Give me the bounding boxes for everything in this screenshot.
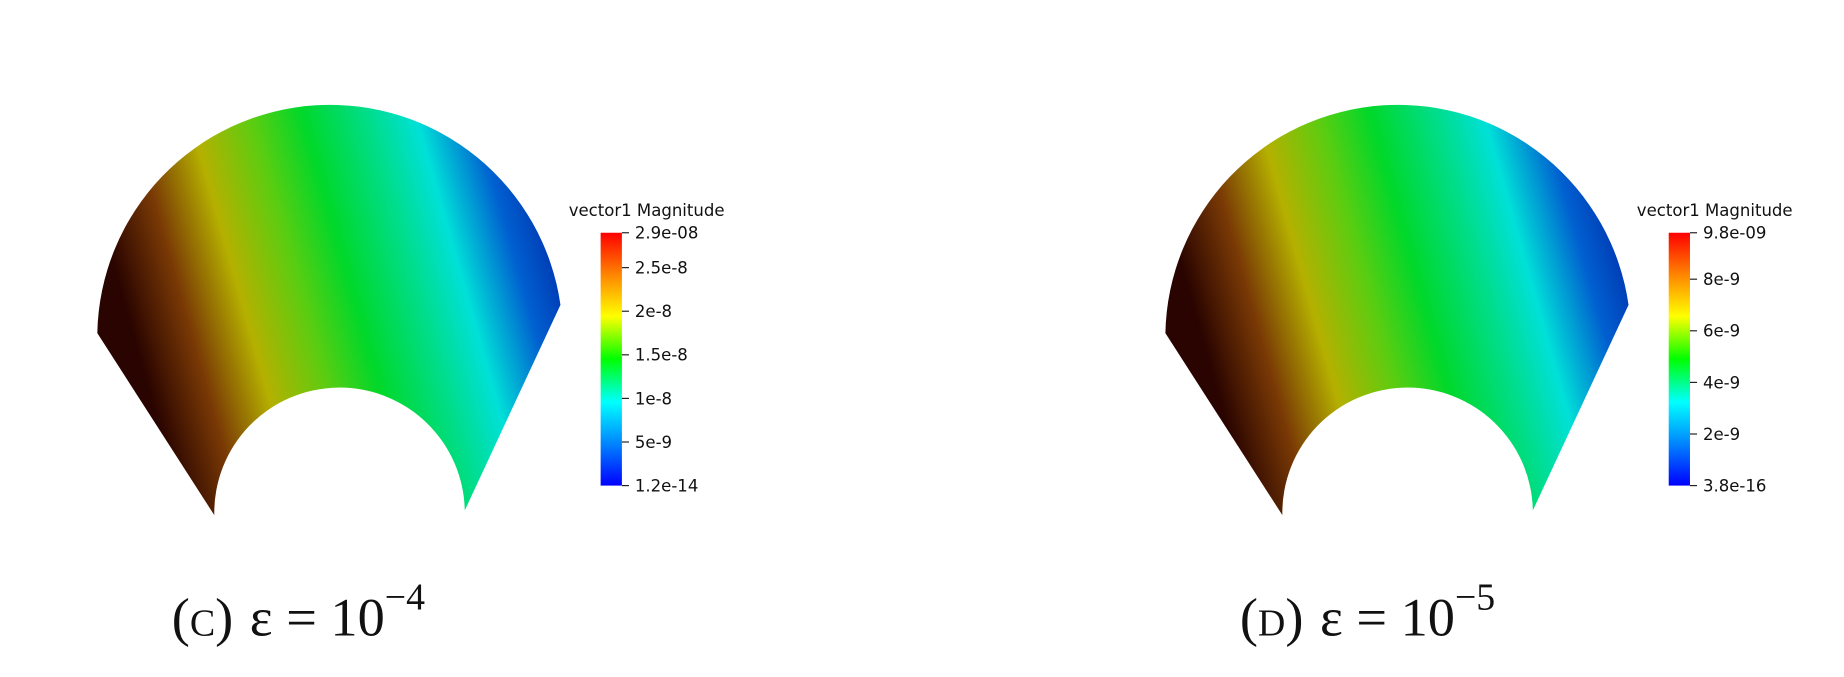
caption-exponent: −4 — [385, 577, 425, 619]
colorbar-title: vector1 Magnitude — [1637, 201, 1793, 220]
colorbar-title: vector1 Magnitude — [569, 201, 725, 220]
colorbar-tick-label: 6e-9 — [1703, 322, 1740, 341]
colorbar — [1668, 232, 1690, 486]
colorbar-tick-label: 1.2e-14 — [635, 477, 698, 496]
colorbar-tick-label: 5e-9 — [635, 433, 672, 452]
colorbar-tick-label: 2.9e-08 — [635, 224, 698, 243]
colorbar-tick-label: 1e-8 — [635, 389, 672, 408]
field-plot — [1165, 104, 1629, 516]
field-plot — [97, 104, 561, 516]
caption-exponent: −5 — [1455, 577, 1495, 619]
colorbar-tick-label: 8e-9 — [1703, 270, 1740, 289]
caption: (d) ε = 10−5 — [1240, 577, 1495, 648]
caption-math: ε = 10 — [1320, 588, 1455, 648]
colorbar-tick-label: 2e-8 — [635, 302, 672, 321]
caption: (c) ε = 10−4 — [172, 577, 425, 648]
colorbar — [600, 232, 622, 486]
caption-label: (c) — [172, 588, 234, 648]
colorbar-tick-label: 3.8e-16 — [1703, 477, 1766, 496]
colorbar-tick-label: 1.5e-8 — [635, 346, 688, 365]
colorbar-tick-label: 2.5e-8 — [635, 259, 688, 278]
panel: vector1 Magnitude 9.8e-09 8e-9 6e-9 4e-9 2e-9… — [1165, 104, 1793, 648]
caption-math: ε = 10 — [250, 588, 385, 648]
colorbar-tick-label: 9.8e-09 — [1703, 224, 1766, 243]
caption-label: (d) — [1240, 588, 1304, 648]
colorbar-tick-label: 2e-9 — [1703, 425, 1740, 444]
colorbar-tick-label: 4e-9 — [1703, 373, 1740, 392]
panel: vector1 Magnitude 2.9e-08 2.5e-8 2e-8 1.5e-8… — [97, 104, 725, 648]
